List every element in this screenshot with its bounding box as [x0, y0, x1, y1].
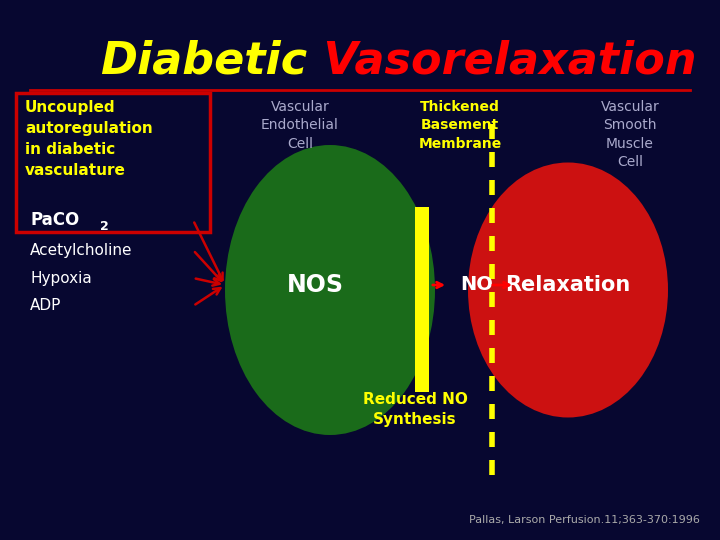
Text: Pallas, Larson Perfusion.11;363-370:1996: Pallas, Larson Perfusion.11;363-370:1996	[469, 515, 700, 525]
Text: Acetylcholine: Acetylcholine	[30, 242, 132, 258]
Text: 2: 2	[100, 220, 109, 233]
Text: Vascular
Endothelial
Cell: Vascular Endothelial Cell	[261, 100, 339, 151]
Text: ADP: ADP	[30, 299, 61, 314]
Ellipse shape	[468, 163, 668, 417]
Text: Uncoupled
autoregulation
in diabetic
vasculature: Uncoupled autoregulation in diabetic vas…	[25, 100, 153, 178]
Bar	[415, 207, 429, 392]
Text: NOS: NOS	[287, 273, 343, 297]
FancyBboxPatch shape	[16, 93, 210, 232]
Text: Diabetic: Diabetic	[100, 40, 307, 83]
Text: Vasorelaxation: Vasorelaxation	[308, 40, 696, 83]
Text: PaCO: PaCO	[30, 211, 79, 229]
Text: Vascular
Smooth
Muscle
Cell: Vascular Smooth Muscle Cell	[600, 100, 660, 169]
Text: Thickened
Basement
Membrane: Thickened Basement Membrane	[418, 100, 502, 151]
Text: NO: NO	[460, 275, 493, 294]
Text: Relaxation: Relaxation	[505, 275, 631, 295]
Ellipse shape	[225, 145, 435, 435]
Text: Hypoxia: Hypoxia	[30, 271, 91, 286]
Text: Reduced NO
Synthesis: Reduced NO Synthesis	[363, 392, 467, 427]
